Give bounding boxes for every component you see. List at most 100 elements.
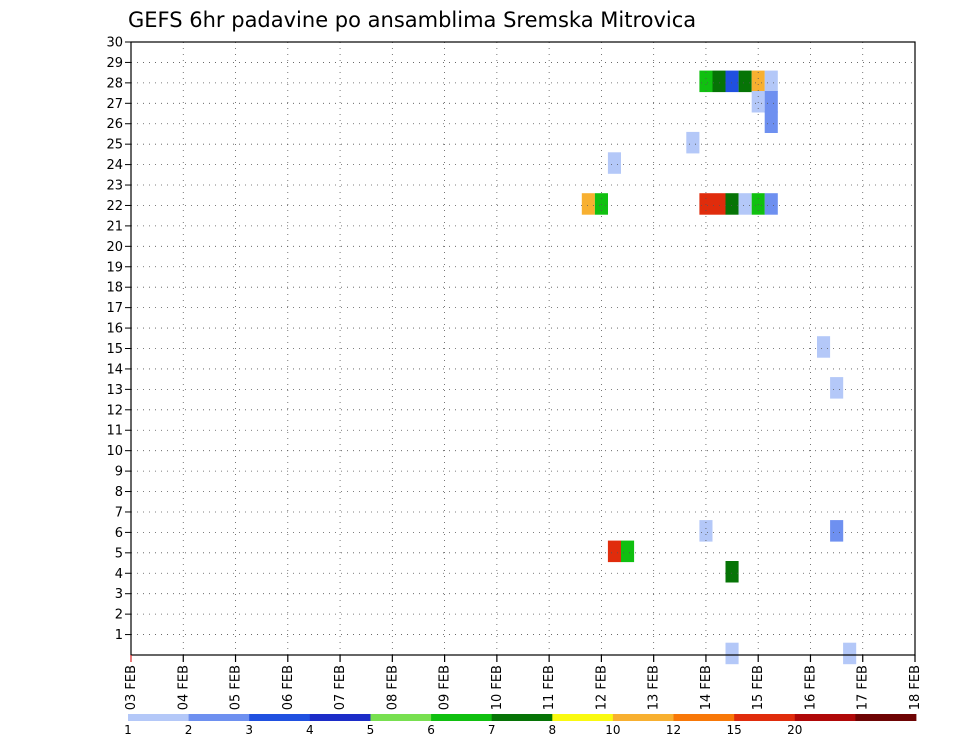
y-tick-label: 30 bbox=[106, 36, 123, 51]
precip-cell bbox=[738, 70, 752, 93]
legend-swatch bbox=[249, 714, 311, 721]
precip-cell bbox=[712, 70, 726, 93]
y-tick-label: 24 bbox=[106, 158, 123, 173]
legend-label: 6 bbox=[427, 723, 435, 737]
x-tick-label: 18 FEB bbox=[908, 665, 923, 710]
legend-swatch bbox=[673, 714, 735, 721]
y-tick-label: 3 bbox=[115, 587, 123, 602]
y-axis: 1234567891011121314151617181920212223242… bbox=[106, 36, 131, 643]
y-tick-label: 21 bbox=[106, 219, 123, 234]
y-tick-label: 16 bbox=[106, 322, 123, 337]
x-axis: 03 FEB 04 FEB 05 FEB 06 FEB 07 FEB 08 FEB 09 F… bbox=[124, 655, 923, 710]
precip-cell bbox=[843, 642, 857, 665]
y-tick-label: 22 bbox=[106, 199, 123, 214]
x-tick-label: 10 FEB bbox=[490, 665, 505, 710]
x-tick-label: 12 FEB bbox=[594, 665, 609, 710]
legend-swatch bbox=[491, 714, 553, 721]
y-tick-label: 27 bbox=[106, 97, 123, 112]
y-tick-label: 1 bbox=[115, 628, 123, 643]
precip-cell bbox=[725, 642, 739, 665]
legend-swatch bbox=[734, 714, 796, 721]
y-tick-label: 4 bbox=[115, 567, 123, 582]
y-tick-label: 19 bbox=[106, 260, 123, 275]
x-tick-label: 09 FEB bbox=[438, 665, 453, 710]
x-tick-label: 04 FEB bbox=[176, 665, 191, 710]
color-legend: 1 2 3 4 5 6 7 8 10 12 15 20 bbox=[124, 714, 917, 737]
precip-cells bbox=[581, 70, 857, 665]
precip-cell bbox=[830, 377, 844, 399]
x-tick-label: 14 FEB bbox=[699, 665, 714, 710]
grid-lines bbox=[131, 42, 915, 655]
precip-cell bbox=[594, 193, 608, 215]
y-tick-label: 14 bbox=[106, 362, 123, 377]
precip-cell bbox=[751, 193, 765, 215]
legend-label: 3 bbox=[245, 723, 253, 737]
y-tick-label: 11 bbox=[106, 424, 123, 439]
legend-swatch bbox=[612, 714, 674, 721]
legend-label: 7 bbox=[488, 723, 496, 737]
legend-swatch bbox=[794, 714, 856, 721]
legend-label: 4 bbox=[306, 723, 314, 737]
precip-cell bbox=[751, 91, 765, 113]
legend-label: 15 bbox=[727, 723, 742, 737]
y-tick-label: 2 bbox=[115, 608, 123, 623]
precip-cell bbox=[607, 540, 621, 563]
precip-cell bbox=[725, 193, 739, 215]
chart-title: GEFS 6hr padavine po ansamblima Sremska … bbox=[128, 8, 696, 32]
legend-swatch bbox=[431, 714, 493, 721]
legend-swatch bbox=[552, 714, 614, 721]
legend-swatch bbox=[855, 714, 917, 721]
y-tick-label: 23 bbox=[106, 179, 123, 194]
x-tick-label: 07 FEB bbox=[333, 665, 348, 710]
precip-cell bbox=[581, 193, 595, 215]
legend-label: 8 bbox=[548, 723, 556, 737]
y-tick-label: 18 bbox=[106, 281, 123, 296]
precip-cell bbox=[764, 111, 778, 133]
legend-label: 1 bbox=[124, 723, 132, 737]
y-tick-label: 26 bbox=[106, 117, 123, 132]
precip-cell bbox=[699, 520, 713, 542]
y-tick-label: 20 bbox=[106, 240, 123, 255]
precip-cell bbox=[725, 561, 739, 583]
precip-cell bbox=[699, 193, 713, 215]
precip-cell bbox=[751, 70, 765, 93]
y-tick-label: 17 bbox=[106, 301, 123, 316]
legend-label: 5 bbox=[367, 723, 375, 737]
y-tick-label: 29 bbox=[106, 56, 123, 71]
legend-label: 10 bbox=[605, 723, 620, 737]
legend-swatch bbox=[370, 714, 432, 721]
y-tick-label: 12 bbox=[106, 403, 123, 418]
precip-cell bbox=[817, 336, 831, 358]
precip-cell bbox=[764, 193, 778, 215]
legend-label: 20 bbox=[787, 723, 802, 737]
legend-swatch bbox=[188, 714, 250, 721]
x-tick-label: 13 FEB bbox=[647, 665, 662, 710]
x-tick-label: 03 FEB bbox=[124, 665, 139, 710]
y-tick-label: 13 bbox=[106, 383, 123, 398]
legend-label: 2 bbox=[185, 723, 193, 737]
precip-cell bbox=[699, 70, 713, 93]
y-tick-label: 10 bbox=[106, 444, 123, 459]
precip-cell bbox=[621, 540, 635, 563]
precip-cell bbox=[764, 70, 778, 93]
precip-cell bbox=[712, 193, 726, 215]
x-tick-label: 08 FEB bbox=[385, 665, 400, 710]
precip-cell bbox=[686, 131, 700, 154]
y-tick-label: 15 bbox=[106, 342, 123, 357]
x-tick-label: 16 FEB bbox=[803, 665, 818, 710]
precip-cell bbox=[725, 70, 739, 93]
y-tick-label: 5 bbox=[115, 546, 123, 561]
x-tick-label: 11 FEB bbox=[542, 665, 557, 710]
x-tick-label: 06 FEB bbox=[281, 665, 296, 710]
y-tick-label: 28 bbox=[106, 76, 123, 91]
precip-cell bbox=[738, 193, 752, 215]
y-tick-label: 9 bbox=[115, 465, 123, 480]
precip-cell bbox=[607, 152, 621, 174]
legend-swatch bbox=[128, 714, 189, 721]
y-tick-label: 8 bbox=[115, 485, 123, 500]
x-tick-label: 15 FEB bbox=[751, 665, 766, 710]
y-tick-label: 25 bbox=[106, 138, 123, 153]
precip-cell bbox=[830, 520, 844, 542]
x-tick-label: 05 FEB bbox=[229, 665, 244, 710]
